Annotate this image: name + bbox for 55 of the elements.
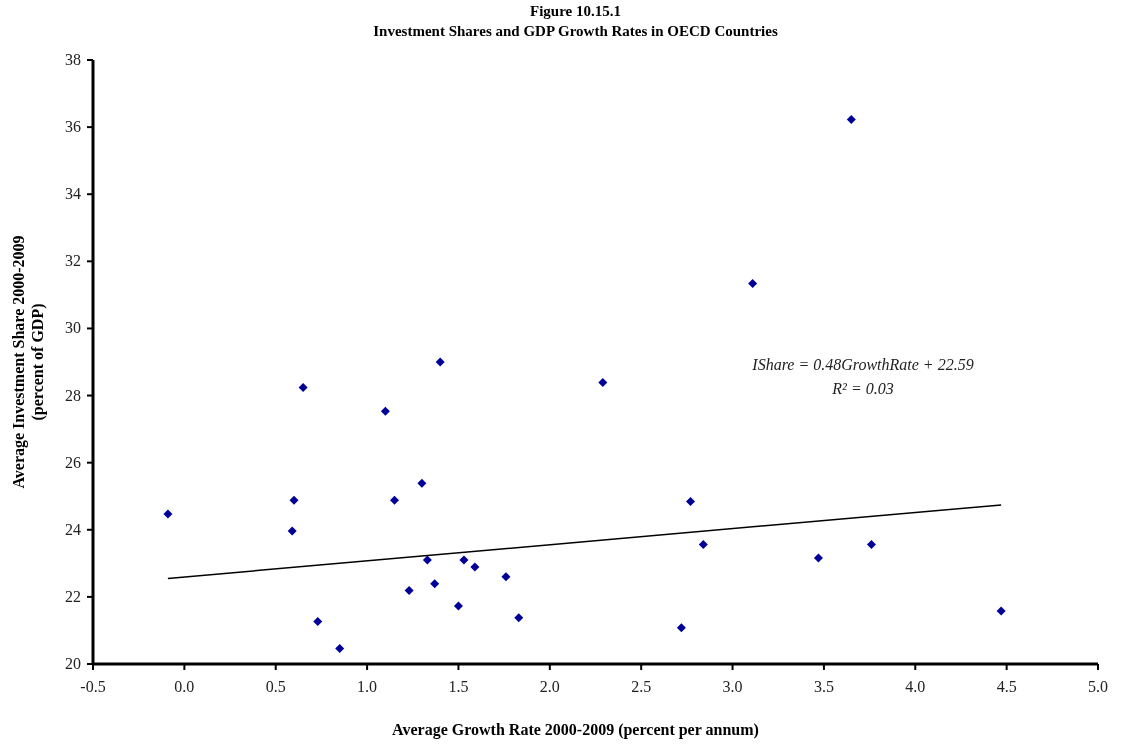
point — [676, 623, 686, 633]
point — [698, 540, 708, 550]
y-tick-label: 22 — [65, 587, 81, 605]
point — [501, 572, 511, 582]
x-tick-label: 5.0 — [1088, 678, 1108, 695]
annotation: R² = 0.03 — [831, 380, 894, 397]
point — [846, 114, 856, 124]
point — [470, 562, 480, 572]
point — [298, 383, 308, 392]
point — [422, 555, 432, 565]
point — [514, 613, 524, 623]
chart-subtitle: Investment Shares and GDP Growth Rates in OECD Countries — [373, 23, 778, 39]
point — [813, 553, 823, 563]
annotation: IShare = 0.48GrowthRate + 22.59 — [751, 356, 974, 373]
point — [430, 579, 440, 589]
x-tick-label: 4.0 — [905, 678, 926, 695]
point — [380, 406, 390, 416]
x-tick-label: 3.5 — [813, 678, 834, 695]
point — [163, 509, 173, 519]
x-axis-title: Average Growth Rate 2000-2009 (percent per annum) — [392, 721, 759, 739]
point — [453, 601, 463, 611]
point — [996, 606, 1006, 616]
y-tick-label: 24 — [65, 520, 81, 538]
x-tick-label: 2.0 — [539, 678, 560, 695]
point — [313, 616, 323, 626]
y-tick-label: 26 — [65, 453, 81, 471]
y-tick-label: 20 — [65, 655, 81, 672]
y-axis-title: Average Investment Share 2000-2009 (percent of GDP) — [10, 235, 47, 489]
y-tick-label: 34 — [65, 185, 81, 203]
x-tick-label: 2.5 — [631, 678, 652, 695]
point — [459, 555, 469, 565]
point — [748, 278, 758, 288]
y-tick-label: 32 — [65, 252, 81, 270]
x-tick-label: 0.5 — [265, 678, 286, 695]
x-tick-label: -0.5 — [80, 678, 106, 695]
x-tick-label: 0.0 — [174, 678, 195, 695]
x-tick-label: 1.5 — [448, 678, 469, 695]
point — [335, 644, 345, 654]
point — [417, 478, 427, 488]
y-tick-label: 30 — [65, 319, 81, 337]
point — [598, 377, 608, 387]
x-tick-label: 3.0 — [722, 678, 743, 695]
point — [686, 497, 696, 507]
x-tick-label: 1.0 — [357, 678, 378, 695]
chart-title: Figure 10.15.1 — [530, 3, 621, 19]
point — [404, 586, 414, 596]
point — [390, 495, 399, 505]
y-tick-label: 28 — [65, 386, 81, 404]
x-tick-label: 4.5 — [996, 678, 1017, 695]
y-tick-label: 38 — [65, 51, 81, 68]
point — [435, 357, 445, 367]
point — [287, 526, 297, 536]
point — [289, 495, 299, 505]
y-tick-label: 36 — [65, 118, 81, 136]
point — [866, 540, 876, 550]
